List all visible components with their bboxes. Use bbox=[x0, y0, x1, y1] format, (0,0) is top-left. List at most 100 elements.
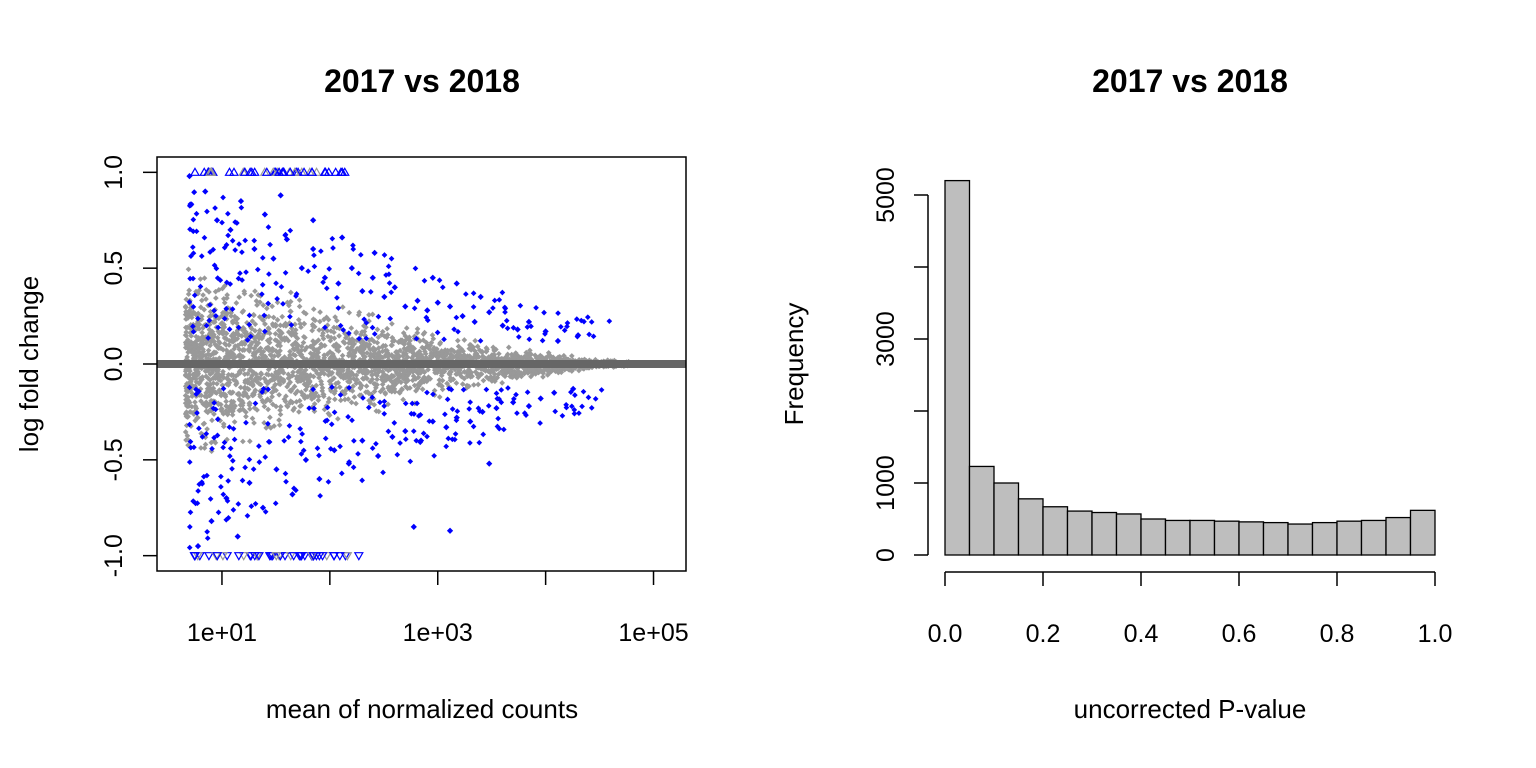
histogram-x-tick-label: 0.6 bbox=[1222, 620, 1257, 648]
ma-point bbox=[311, 323, 318, 330]
ma-point bbox=[214, 380, 220, 387]
ma-point-significant bbox=[187, 509, 194, 516]
ma-point bbox=[183, 324, 189, 331]
ma-point bbox=[277, 343, 284, 349]
ma-point-significant bbox=[227, 453, 233, 459]
ma-point-significant bbox=[410, 523, 417, 531]
ma-point bbox=[236, 294, 243, 300]
ma-point-significant bbox=[424, 389, 430, 396]
ma-point-significant bbox=[424, 307, 431, 314]
ma-point-significant bbox=[314, 445, 321, 452]
ma-point-significant bbox=[337, 443, 343, 450]
ma-point-significant bbox=[411, 305, 418, 312]
ma-point bbox=[349, 339, 356, 345]
ma-point-significant bbox=[579, 403, 585, 410]
ma-point bbox=[410, 373, 417, 379]
ma-point bbox=[267, 397, 273, 404]
ma-point-significant bbox=[282, 231, 289, 238]
ma-point-significant bbox=[325, 479, 332, 485]
ma-point bbox=[317, 318, 323, 325]
ma-point-significant bbox=[213, 265, 220, 272]
ma-point bbox=[363, 383, 370, 389]
ma-point-significant bbox=[265, 420, 271, 427]
ma-point bbox=[374, 376, 380, 383]
ma-point bbox=[363, 324, 369, 331]
ma-clip-marker-up bbox=[285, 167, 296, 176]
ma-x-tick-label: 1e+05 bbox=[618, 619, 688, 647]
ma-point-significant bbox=[539, 337, 546, 344]
ma-point-significant bbox=[420, 430, 427, 437]
histogram-bar bbox=[1238, 521, 1265, 556]
ma-point bbox=[198, 398, 204, 404]
ma-point bbox=[450, 354, 456, 360]
ma-point bbox=[349, 347, 356, 354]
ma-point bbox=[366, 311, 372, 318]
ma-point bbox=[454, 352, 460, 358]
ma-point-significant bbox=[232, 247, 238, 253]
ma-point bbox=[313, 382, 320, 389]
ma-point bbox=[296, 297, 303, 303]
ma-point bbox=[290, 407, 297, 413]
ma-point bbox=[284, 383, 290, 390]
ma-point-significant bbox=[564, 323, 570, 330]
ma-point bbox=[286, 302, 292, 309]
ma-point bbox=[475, 381, 482, 388]
ma-point-significant bbox=[498, 387, 505, 393]
ma-point-significant bbox=[564, 320, 571, 326]
ma-point bbox=[429, 332, 436, 338]
ma-point bbox=[346, 379, 353, 385]
ma-point bbox=[240, 438, 246, 445]
ma-point bbox=[263, 305, 270, 312]
ma-point-significant bbox=[251, 245, 258, 253]
ma-point bbox=[218, 345, 224, 352]
ma-point bbox=[414, 330, 421, 336]
ma-point-significant bbox=[260, 385, 267, 392]
ma-point bbox=[227, 390, 234, 396]
ma-point bbox=[276, 422, 283, 428]
ma-point-significant bbox=[568, 389, 574, 396]
ma-point-significant bbox=[259, 504, 267, 511]
ma-point bbox=[382, 343, 389, 349]
ma-point bbox=[342, 390, 348, 397]
ma-point bbox=[328, 371, 334, 377]
ma-point bbox=[185, 413, 191, 420]
ma-point-significant bbox=[225, 478, 232, 484]
histogram-bar bbox=[1066, 510, 1093, 556]
ma-point bbox=[471, 382, 477, 388]
ma-point bbox=[334, 317, 340, 324]
ma-point-significant bbox=[523, 412, 529, 418]
ma-point bbox=[367, 346, 373, 353]
ma-point-significant bbox=[317, 492, 323, 499]
ma-point-significant bbox=[355, 451, 361, 457]
ma-point-significant bbox=[262, 328, 268, 335]
ma-point-significant bbox=[337, 322, 344, 329]
ma-point bbox=[276, 391, 282, 398]
ma-point-significant bbox=[188, 444, 194, 451]
ma-point bbox=[185, 291, 192, 297]
ma-point bbox=[338, 372, 345, 379]
ma-point-significant bbox=[580, 388, 587, 395]
ma-point-significant bbox=[225, 210, 231, 217]
histogram-x-tick-label: 0.4 bbox=[1124, 620, 1159, 648]
ma-point bbox=[255, 340, 262, 346]
ma-point-significant bbox=[214, 416, 221, 423]
ma-point-significant bbox=[339, 234, 346, 241]
ma-point bbox=[269, 303, 275, 310]
ma-point-significant bbox=[381, 252, 388, 258]
ma-point-significant bbox=[302, 456, 310, 463]
ma-point bbox=[530, 367, 537, 374]
histogram-x-tick-label: 0.2 bbox=[1026, 620, 1061, 648]
ma-point bbox=[337, 397, 344, 404]
histogram-bar bbox=[1385, 516, 1412, 556]
ma-point bbox=[388, 384, 395, 391]
ma-point bbox=[269, 393, 275, 400]
ma-point bbox=[204, 393, 210, 400]
ma-point bbox=[192, 399, 198, 405]
ma-point bbox=[319, 332, 326, 339]
ma-point-significant bbox=[485, 402, 492, 409]
ma-point bbox=[398, 379, 404, 386]
ma-point bbox=[269, 345, 276, 352]
ma-point-significant bbox=[214, 432, 221, 439]
ma-point bbox=[197, 341, 203, 348]
histogram-bar bbox=[1164, 519, 1191, 556]
